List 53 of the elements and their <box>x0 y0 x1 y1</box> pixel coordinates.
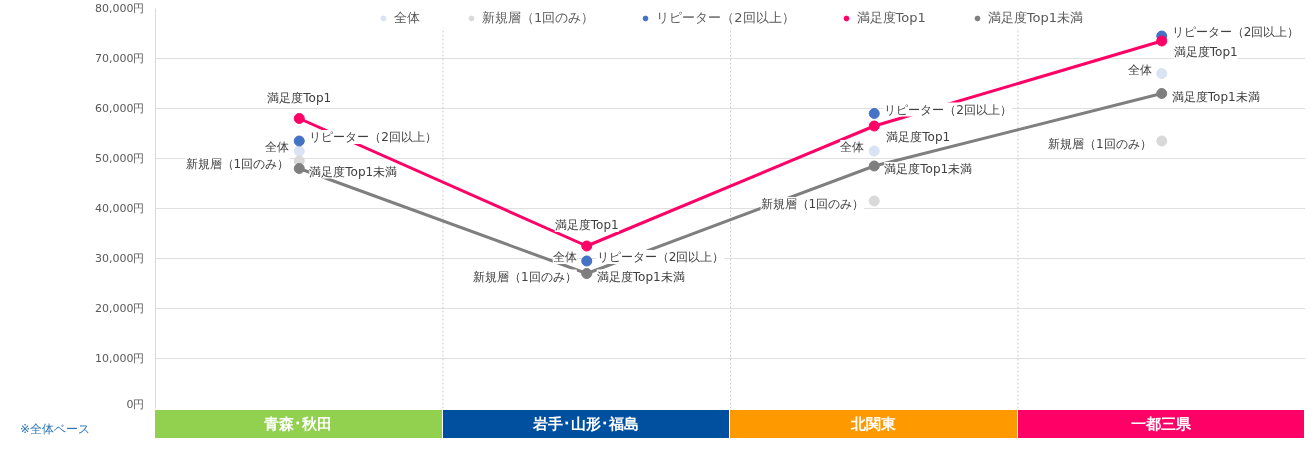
point <box>868 145 880 157</box>
y-tick-label: 10,000円 <box>95 352 145 365</box>
point <box>1156 68 1168 79</box>
y-tick-label: 30,000円 <box>95 252 145 265</box>
y-tick-label: 0円 <box>126 397 145 411</box>
y-tick-label: 50,000円 <box>95 152 145 165</box>
text: 新規層（1回のみ） <box>760 197 865 211</box>
point <box>868 108 880 119</box>
text: 満足度Top1 <box>1173 45 1238 59</box>
text: 満足度Top1未満 <box>309 164 398 179</box>
text: 全体 <box>1127 62 1152 77</box>
y-tick-label: 20,000円 <box>95 302 145 315</box>
legend-label: 新規層（1回のみ） <box>482 9 595 27</box>
text: リピーター（2回以上） <box>596 250 725 264</box>
x-tick-label: 岩手･山形･福島 <box>442 410 730 438</box>
text: 全体 <box>552 250 577 264</box>
legend-label: 全体 <box>394 9 420 27</box>
x-tick-label: 一都三県 <box>1017 410 1305 438</box>
text: 新規層（1回のみ） <box>185 157 290 171</box>
legend-label: 満足度Top1 <box>856 9 926 27</box>
point <box>293 135 305 147</box>
text: 満足度Top1 <box>886 130 951 144</box>
point <box>868 120 880 132</box>
y-tick-label: 80,000円 <box>95 2 145 15</box>
legend-label: リピーター（2回以上） <box>656 9 795 27</box>
text: 満足度Top1未満 <box>1171 89 1260 104</box>
point <box>293 113 305 124</box>
y-tick-label: 40,000円 <box>95 202 145 215</box>
point <box>868 160 880 172</box>
y-tick-label: 60,000円 <box>95 102 145 115</box>
x-tick-label: 北関東 <box>730 410 1018 438</box>
point <box>293 145 305 157</box>
legend-label: 満足度Top1未満 <box>987 9 1083 27</box>
text: 新規層（1回のみ） <box>1048 137 1152 151</box>
point <box>293 163 305 174</box>
text: 新規層（1回のみ） <box>473 269 577 284</box>
text: リピーター（2回以上） <box>1171 25 1300 39</box>
text: 全体 <box>840 140 865 154</box>
text: 満足度Top1 <box>554 218 619 232</box>
y-tick-label: 70,000円 <box>95 52 145 65</box>
text: 全体 <box>265 140 290 154</box>
point <box>1156 135 1168 147</box>
x-tick-label: 青森･秋田 <box>155 410 443 438</box>
text: ※全体ベース <box>20 421 91 438</box>
point <box>868 195 880 207</box>
text: 満足度Top1 <box>267 90 332 105</box>
text: 満足度Top1未満 <box>884 162 973 176</box>
point <box>1156 88 1168 99</box>
point <box>581 240 593 252</box>
point <box>1156 35 1168 47</box>
text: リピーター（2回以上） <box>309 130 437 144</box>
text: 満足度Top1未満 <box>596 269 685 284</box>
text: リピーター（2回以上） <box>884 102 1012 117</box>
